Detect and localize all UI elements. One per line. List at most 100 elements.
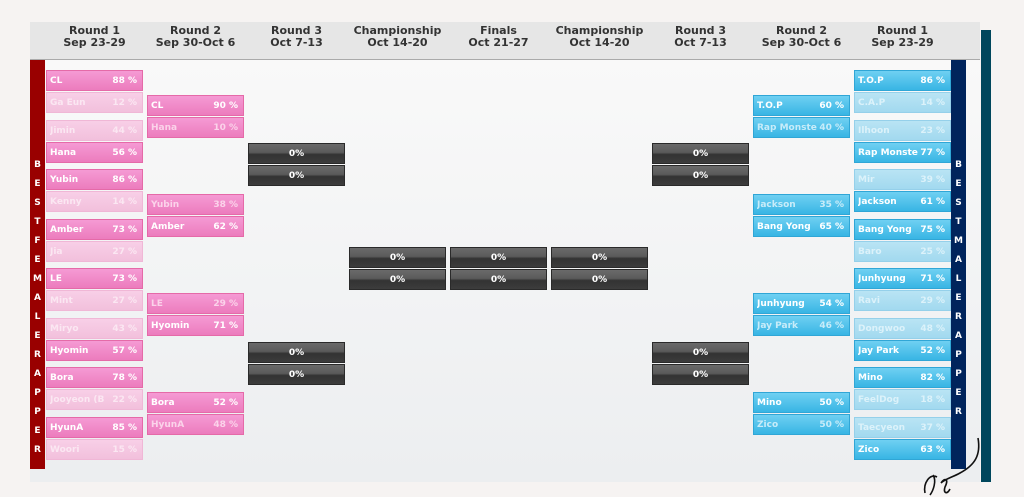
label-letter: L bbox=[34, 312, 41, 322]
pending-slot[interactable]: 0% bbox=[652, 143, 749, 164]
contestant-slot[interactable]: Ravi 29 % bbox=[854, 290, 951, 311]
vote-percent: 63 % bbox=[920, 444, 945, 455]
contestant-name: Junhyung bbox=[858, 274, 906, 284]
contestant-slot[interactable]: LE 73 % bbox=[46, 268, 143, 289]
pending-slot[interactable]: 0% bbox=[450, 247, 547, 268]
contestant-slot[interactable]: Bora 52 % bbox=[147, 392, 244, 413]
contestant-slot[interactable]: LE 29 % bbox=[147, 293, 244, 314]
vote-percent: 61 % bbox=[920, 197, 945, 207]
contestant-slot[interactable]: Bang Yong 65 % bbox=[753, 216, 850, 237]
contestant-slot[interactable]: Bora 78 % bbox=[46, 367, 143, 388]
contestant-name: Mint bbox=[50, 296, 73, 306]
contestant-slot[interactable]: Jackson 61 % bbox=[854, 191, 951, 212]
contestant-name: Amber bbox=[50, 224, 84, 235]
contestant-slot[interactable]: Mir 39 % bbox=[854, 169, 951, 190]
contestant-name: Jooyeon (B bbox=[50, 395, 105, 405]
vote-percent: 25 % bbox=[920, 246, 945, 257]
contestant-slot[interactable]: Hyomin 71 % bbox=[147, 315, 244, 336]
vote-percent: 62 % bbox=[213, 222, 238, 232]
vote-percent: 54 % bbox=[819, 299, 844, 309]
contestant-slot[interactable]: Yubin 38 % bbox=[147, 194, 244, 215]
contestant-slot[interactable]: Miryo 43 % bbox=[46, 317, 143, 339]
contestant-slot[interactable]: Zico 63 % bbox=[854, 438, 951, 460]
label-letter: M bbox=[33, 274, 42, 284]
contestant-name: Rap Monste bbox=[757, 123, 817, 133]
label-letter: E bbox=[34, 255, 41, 265]
contestant-name: Amber bbox=[151, 222, 185, 232]
contestant-slot[interactable]: CL 90 % bbox=[147, 95, 244, 116]
pending-slot[interactable]: 0% bbox=[349, 269, 446, 290]
contestant-slot[interactable]: Hana 10 % bbox=[147, 117, 244, 138]
pending-slot[interactable]: 0% bbox=[450, 269, 547, 290]
contestant-slot[interactable]: Jackson 35 % bbox=[753, 194, 850, 215]
contestant-slot[interactable]: Rap Monste 40 % bbox=[753, 117, 850, 138]
contestant-name: Hana bbox=[151, 123, 178, 133]
contestant-slot[interactable]: HyunA 85 % bbox=[46, 416, 143, 438]
contestant-slot[interactable]: Taecyeon 37 % bbox=[854, 416, 951, 438]
contestant-slot[interactable]: Junhyung 71 % bbox=[854, 268, 951, 289]
contestant-slot[interactable]: Dongwoo 48 % bbox=[854, 317, 951, 339]
contestant-name: Taecyeon bbox=[858, 422, 906, 433]
label-letter: A bbox=[955, 331, 962, 341]
pending-slot[interactable]: 0% bbox=[349, 247, 446, 268]
contestant-slot[interactable]: Ga Eun 12 % bbox=[46, 92, 143, 113]
round-name: Finals bbox=[480, 24, 517, 37]
contestant-slot[interactable]: Amber 62 % bbox=[147, 216, 244, 237]
contestant-slot[interactable]: Jay Park 52 % bbox=[854, 339, 951, 361]
vote-percent: 90 % bbox=[213, 101, 238, 111]
contestant-slot[interactable]: T.O.P 86 % bbox=[854, 70, 951, 91]
round-dates: Oct 14-20 bbox=[367, 36, 428, 49]
pending-slot[interactable]: 0% bbox=[551, 247, 648, 268]
pending-slot[interactable]: 0% bbox=[652, 165, 749, 186]
contestant-slot[interactable]: Bang Yong 75 % bbox=[854, 218, 951, 240]
pending-slot[interactable]: 0% bbox=[248, 342, 345, 363]
round-name: Round 3 bbox=[270, 24, 323, 37]
contestant-name: Dongwoo bbox=[858, 323, 906, 334]
contestant-slot[interactable]: Woori 15 % bbox=[46, 438, 143, 460]
contestant-slot[interactable]: Mint 27 % bbox=[46, 290, 143, 311]
pending-slot[interactable]: 0% bbox=[248, 143, 345, 164]
vote-percent: 43 % bbox=[112, 323, 137, 334]
contestant-slot[interactable]: Rap Monste 77 % bbox=[854, 141, 951, 163]
pending-slot[interactable]: 0% bbox=[248, 364, 345, 385]
label-letter: S bbox=[34, 198, 41, 208]
contestant-name: CL bbox=[50, 76, 63, 86]
round-name: Round 1 bbox=[876, 24, 929, 37]
contestant-slot[interactable]: Ilhoon 23 % bbox=[854, 119, 951, 141]
contestant-slot[interactable]: Jia 27 % bbox=[46, 240, 143, 262]
contestant-slot[interactable]: Jimin 44 % bbox=[46, 119, 143, 141]
contestant-slot[interactable]: Hyomin 57 % bbox=[46, 339, 143, 361]
contestant-slot[interactable]: Junhyung 54 % bbox=[753, 293, 850, 314]
contestant-slot[interactable]: CL 88 % bbox=[46, 70, 143, 91]
vote-percent: 35 % bbox=[819, 200, 844, 210]
contestant-slot[interactable]: Mino 50 % bbox=[753, 392, 850, 413]
contestant-slot[interactable]: Baro 25 % bbox=[854, 240, 951, 262]
contestant-slot[interactable]: C.A.P 14 % bbox=[854, 92, 951, 113]
contestant-slot[interactable]: FeelDog 18 % bbox=[854, 389, 951, 410]
contestant-slot[interactable]: Kenny 14 % bbox=[46, 191, 143, 212]
contestant-name: Mino bbox=[757, 398, 782, 408]
contestant-slot[interactable]: Jooyeon (B 22 % bbox=[46, 389, 143, 410]
contestant-slot[interactable]: Hana 56 % bbox=[46, 141, 143, 163]
contestant-slot[interactable]: Zico 50 % bbox=[753, 414, 850, 435]
pending-slot[interactable]: 0% bbox=[652, 364, 749, 385]
vote-percent: 27 % bbox=[112, 246, 137, 257]
contestant-name: Mino bbox=[858, 373, 883, 383]
vote-percent: 50 % bbox=[819, 398, 844, 408]
contestant-slot[interactable]: Amber 73 % bbox=[46, 218, 143, 240]
contestant-slot[interactable]: T.O.P 60 % bbox=[753, 95, 850, 116]
vote-percent: 40 % bbox=[819, 123, 844, 133]
contestant-name: HyunA bbox=[50, 422, 84, 433]
contestant-slot[interactable]: Yubin 86 % bbox=[46, 169, 143, 190]
pending-slot[interactable]: 0% bbox=[248, 165, 345, 186]
contestant-slot[interactable]: HyunA 48 % bbox=[147, 414, 244, 435]
contestant-slot[interactable]: Mino 82 % bbox=[854, 367, 951, 388]
contestant-slot[interactable]: Jay Park 46 % bbox=[753, 315, 850, 336]
contestant-name: Jia bbox=[50, 246, 63, 257]
pending-slot[interactable]: 0% bbox=[551, 269, 648, 290]
pending-slot[interactable]: 0% bbox=[652, 342, 749, 363]
label-letter: A bbox=[34, 369, 41, 379]
contestant-name: LE bbox=[50, 274, 62, 284]
